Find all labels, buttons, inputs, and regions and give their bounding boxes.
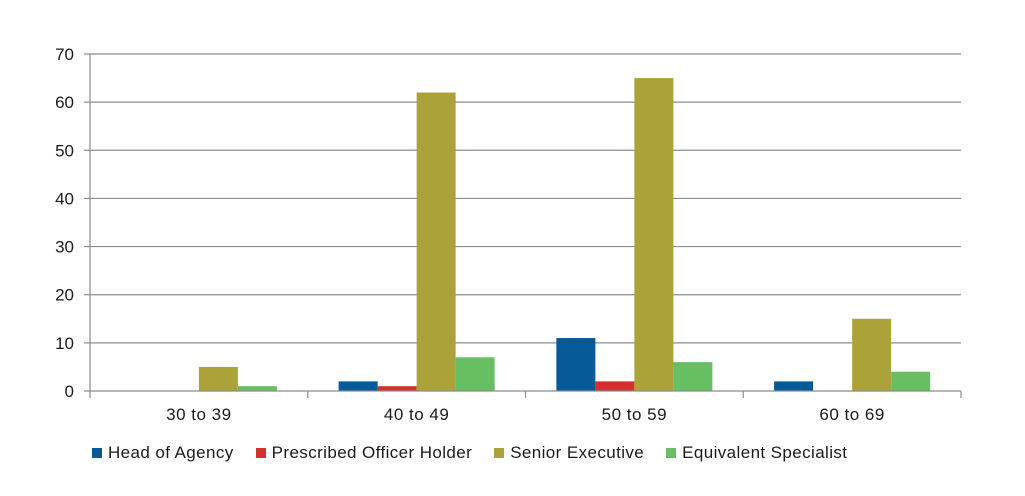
bar-head-of-agency <box>338 381 378 391</box>
bar-equivalent-specialist <box>455 357 495 391</box>
legend-item: Equivalent Specialist <box>666 443 847 463</box>
y-tick-label: 60 <box>55 93 74 112</box>
y-tick-label: 0 <box>65 382 74 401</box>
legend-swatch <box>255 448 266 458</box>
x-tick-label: 40 to 49 <box>384 405 449 424</box>
bar-prescribed-officer-holder <box>377 386 417 391</box>
tick-labels: 0 10 20 30 40 50 60 70 30 to 39 40 to 49 50 to 59 6… <box>55 45 884 424</box>
legend-swatch <box>666 448 677 458</box>
x-tick-label: 50 to 59 <box>602 405 667 424</box>
bar-head-of-agency <box>774 381 814 391</box>
bar-head-of-agency <box>556 338 596 391</box>
y-tick-label: 70 <box>55 45 74 64</box>
bar-senior-executive <box>634 78 674 392</box>
bar-senior-executive <box>416 92 456 391</box>
y-tick-label: 20 <box>55 286 74 305</box>
bar-equivalent-specialist <box>673 362 713 391</box>
y-tick-label: 30 <box>55 238 74 257</box>
chart-legend: Head of Agency Prescribed Officer Holder S… <box>92 441 869 465</box>
bar-equivalent-specialist <box>891 371 931 391</box>
y-tick-label: 10 <box>55 334 74 353</box>
bars <box>198 78 931 392</box>
bar-senior-executive <box>198 366 238 391</box>
legend-item: Senior Executive <box>494 443 644 463</box>
x-tick-label: 30 to 39 <box>166 405 231 424</box>
legend-label: Equivalent Specialist <box>682 443 848 462</box>
legend-swatch <box>494 448 505 458</box>
axes <box>84 53 962 398</box>
legend-swatch <box>92 448 102 458</box>
y-tick-label: 40 <box>55 189 74 208</box>
legend-label: Senior Executive <box>510 443 645 462</box>
legend-item: Head of Agency <box>92 443 234 463</box>
y-tick-label: 50 <box>55 141 74 160</box>
gridlines <box>90 53 961 344</box>
bar-equivalent-specialist <box>237 386 277 391</box>
bar-prescribed-officer-holder <box>595 381 635 391</box>
legend-label: Prescribed Officer Holder <box>271 443 473 462</box>
x-tick-label: 60 to 69 <box>819 405 884 424</box>
bar-senior-executive <box>852 318 892 391</box>
legend-item: Prescribed Officer Holder <box>255 443 473 463</box>
legend-label: Head of Agency <box>108 443 234 462</box>
